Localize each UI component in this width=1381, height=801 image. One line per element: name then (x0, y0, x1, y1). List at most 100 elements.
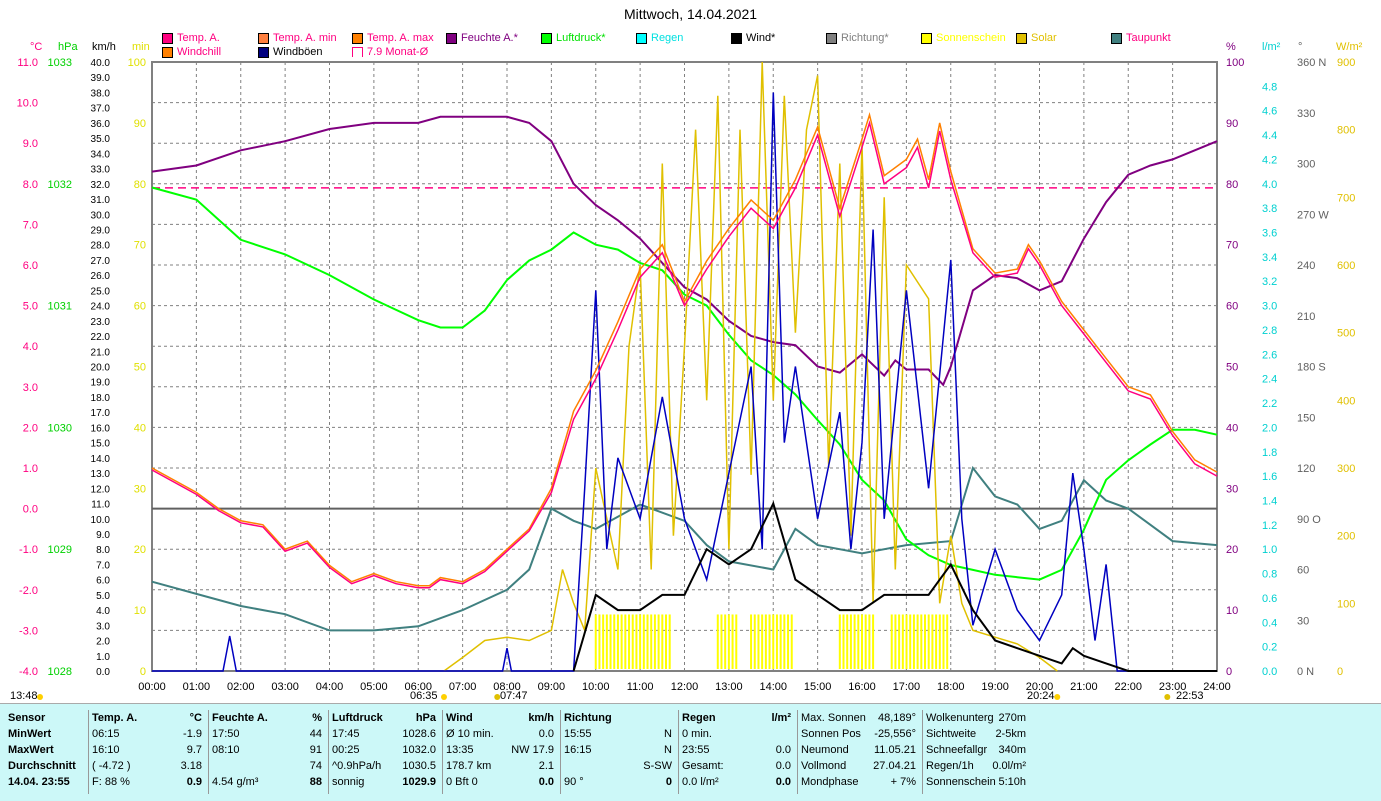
stats-label: ( -4.72 ) (92, 760, 131, 772)
series-temp-a- (151, 120, 1218, 589)
wm2-tick-label: 200 (1337, 531, 1355, 543)
stats-label: 08:10 (212, 744, 240, 756)
lm2-tick-label: 0.0 (1262, 666, 1277, 678)
x-tick-label: 00:00 (138, 681, 166, 693)
legend-label: Richtung* (841, 32, 889, 44)
min-tick-label: 60 (134, 301, 146, 313)
series-temp-a-max (151, 111, 1218, 587)
stats-value: 0.0 (538, 728, 554, 740)
kmh-tick-label: 3.0 (96, 621, 110, 632)
kmh-tick-label: 23.0 (91, 317, 111, 328)
legend-item: Luftdruck* (541, 32, 606, 44)
legend-item: Wind* (731, 32, 775, 44)
x-tick-label: 18:00 (937, 681, 965, 693)
series-wind- (572, 500, 1217, 672)
stats-row: 0.0 l/m² 0.0 (678, 774, 797, 790)
legend-label: Regen (651, 32, 684, 44)
stats-label: Feuchte A. (212, 712, 268, 724)
kmh-tick-label: 1.0 (96, 652, 110, 663)
stats-label: Durchschnitt (8, 760, 76, 772)
x-tick-label: 03:00 (271, 681, 299, 693)
legend-swatch (1016, 32, 1027, 44)
stats-value: 0.0l/m² (992, 760, 1026, 772)
kmh-tick-label: 8.0 (96, 545, 110, 556)
legend-label: Wind* (746, 32, 776, 44)
stats-row: Schneefallgr 340m (922, 742, 1032, 758)
c-tick-label: 5.0 (23, 301, 38, 313)
moonset-time: 22:53 (1176, 690, 1204, 702)
stats-label: Temp. A. (92, 712, 138, 724)
wm2-tick-label: 600 (1337, 260, 1355, 272)
stats-row: 16:15 N (560, 742, 678, 758)
kmh-tick-label: 31.0 (91, 195, 111, 206)
kmh-tick-label: 30.0 (91, 210, 111, 221)
stats-label: 0 min. (682, 728, 712, 740)
stats-row: Durchschnitt (4, 758, 88, 774)
kmh-tick-label: 19.0 (91, 378, 111, 389)
sun-marker-icon (1164, 694, 1171, 700)
deg-tick-label: 210 (1297, 311, 1315, 323)
c-tick-label: 6.0 (23, 260, 38, 272)
deg-tick-label: 330 (1297, 108, 1315, 120)
axis-unit-deg: ° (1298, 41, 1302, 53)
stats-label: Luftdruck (332, 712, 383, 724)
kmh-tick-label: 15.0 (91, 439, 111, 450)
stats-value: °C (189, 712, 202, 724)
x-tick-label: 17:00 (893, 681, 921, 693)
deg-tick-label: 60 (1297, 565, 1309, 577)
lm2-tick-label: 4.8 (1262, 81, 1277, 93)
stats-value: km/h (528, 712, 554, 724)
stats-value: 340m (998, 744, 1026, 756)
stats-label: Sensor (8, 712, 46, 724)
kmh-tick-label: 9.0 (96, 530, 110, 541)
stats-value: 91 (309, 744, 322, 756)
stats-column: Temp. A. °C 06:15 -1.9 16:10 9.7 ( -4.72 ) 3.18… (88, 710, 209, 794)
legend-label: Temp. A. min (273, 32, 337, 44)
pct-tick-label: 50 (1226, 362, 1238, 374)
wm2-tick-label: 900 (1337, 57, 1355, 69)
sun-marker-icon (37, 694, 43, 700)
x-tick-label: 10:00 (582, 681, 610, 693)
x-tick-label: 01:00 (183, 681, 211, 693)
stats-value: 3.18 (180, 760, 202, 772)
stats-value: 1028.6 (402, 728, 436, 740)
stats-label: 06:15 (92, 728, 120, 740)
stats-label: 15:55 (564, 728, 592, 740)
series-solar (443, 61, 1058, 672)
sunrise-time: 06:35 (410, 690, 438, 702)
kmh-tick-label: 24.0 (91, 302, 111, 313)
wm2-tick-label: 500 (1337, 328, 1355, 340)
stats-row: 178.7 km 2.1 (442, 758, 560, 774)
stats-value: 0.0 (538, 776, 554, 788)
stats-row: MaxWert (4, 742, 88, 758)
stats-row: 90 ° 0 (560, 774, 678, 790)
x-tick-label: 08:00 (493, 681, 521, 693)
lm2-tick-label: 1.0 (1262, 544, 1277, 556)
stats-value: 48,189° (877, 712, 916, 724)
stats-column: Richtung 15:55 N 16:15 N S-SW 90 ° 0 (560, 710, 679, 794)
stats-row: Sensor (4, 710, 88, 726)
legend-label: Temp. A. max (367, 32, 434, 44)
c-tick-label: 4.0 (23, 341, 38, 353)
legend-swatch (541, 32, 552, 44)
stats-label: Regen/1h (926, 760, 974, 772)
stats-value: hPa (415, 712, 436, 724)
stats-column: Max. Sonnen 48,189° Sonnen Pos -25,556° Neum… (797, 710, 923, 794)
lm2-tick-label: 2.8 (1262, 325, 1277, 337)
stats-value: NW 17.9 (511, 744, 554, 756)
c-tick-label: -1.0 (19, 544, 38, 556)
c-tick-label: 9.0 (23, 138, 38, 150)
min-tick-label: 30 (134, 483, 146, 495)
legend-item: Temp. A. max (352, 32, 434, 44)
stats-row: Neumond 11.05.21 (797, 742, 922, 758)
stats-row: Temp. A. °C (88, 710, 208, 726)
legend-swatch (352, 47, 363, 57)
stats-row: Max. Sonnen 48,189° (797, 710, 922, 726)
pct-tick-label: 0 (1226, 666, 1232, 678)
stats-row: S-SW (560, 758, 678, 774)
legend-swatch (258, 32, 269, 44)
lm2-tick-label: 0.6 (1262, 593, 1277, 605)
legend-swatch (162, 46, 173, 58)
legend-swatch (731, 32, 742, 44)
stats-column: Feuchte A.% 17:50 44 08:10 91 74 4.54 g/m³ 88 (208, 710, 329, 794)
